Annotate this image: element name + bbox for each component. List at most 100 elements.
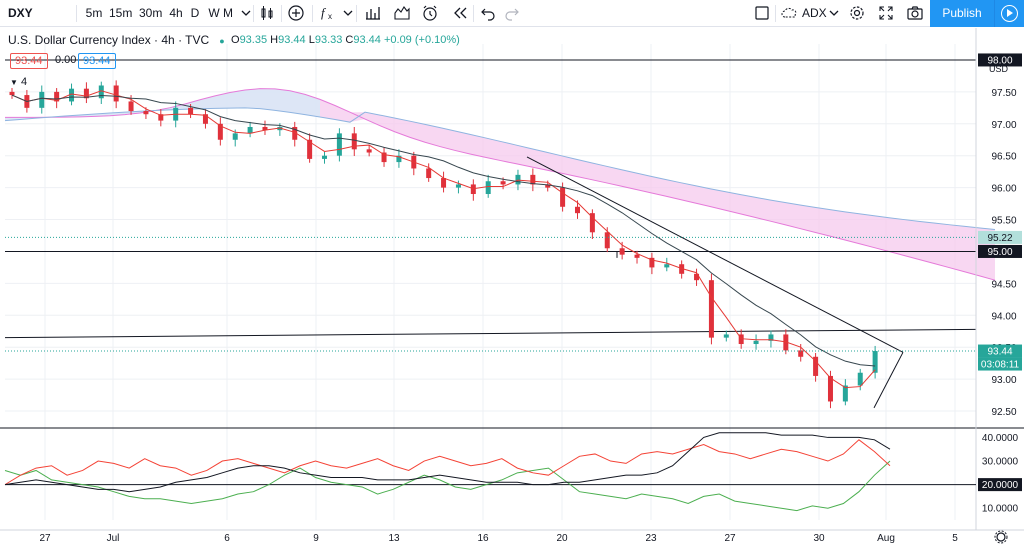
svg-text:f: f xyxy=(321,5,327,20)
indicators-toggle[interactable]: ▼ 4 xyxy=(10,76,27,88)
candle-down xyxy=(262,126,268,131)
time-tick-label: 20 xyxy=(556,533,568,544)
timeframe-d[interactable]: D xyxy=(190,6,200,20)
gear-icon-teeth xyxy=(994,530,1008,544)
timeframe-30m[interactable]: 30m xyxy=(139,6,163,20)
candle-down xyxy=(83,88,89,99)
candle-up xyxy=(247,126,253,134)
timeframe-15m[interactable]: 15m xyxy=(109,6,133,20)
gear-icon xyxy=(996,532,1006,542)
candle-down xyxy=(619,248,625,255)
time-tick-label: 16 xyxy=(477,533,489,544)
chart-title: U.S. Dollar Currency Index · 4h · TVC ● xyxy=(8,33,229,47)
time-tick-label: 30 xyxy=(813,533,825,544)
level-label-9522: 95.22 xyxy=(987,233,1012,244)
price-tick-label: 94.00 xyxy=(991,311,1016,322)
candle-up xyxy=(768,334,774,341)
price-tick-label: 94.50 xyxy=(991,279,1016,290)
candle-down xyxy=(307,139,313,159)
candle-down xyxy=(708,280,714,338)
chevron-down-icon[interactable] xyxy=(234,0,258,27)
chevron-down-icon[interactable] xyxy=(336,0,360,27)
chevron-down-icon[interactable] xyxy=(822,0,846,27)
candle-up xyxy=(664,264,670,268)
financials-bars-icon[interactable] xyxy=(361,0,385,27)
candle-up xyxy=(336,133,342,156)
open-value: 93.35 xyxy=(239,34,268,46)
separator xyxy=(281,5,282,22)
chevron-down-icon: ▼ xyxy=(10,78,18,87)
low-value: 93.33 xyxy=(314,34,343,46)
camera-icon[interactable] xyxy=(903,0,927,27)
price-tick-label: 93.00 xyxy=(991,375,1016,386)
timeframe-w[interactable]: W xyxy=(208,6,220,20)
separator xyxy=(473,5,474,22)
candle-down xyxy=(158,114,164,121)
timeframe-4h[interactable]: 4h xyxy=(169,6,183,20)
play-button[interactable] xyxy=(994,0,1024,27)
trend-line xyxy=(4,328,977,339)
candle-down xyxy=(366,149,372,153)
candle-up xyxy=(723,334,729,338)
symbol-search[interactable]: DXY xyxy=(8,6,33,20)
replay-icon[interactable] xyxy=(448,0,472,27)
buy-price-box[interactable]: 93.44 xyxy=(78,53,116,69)
indicator-count: 4 xyxy=(20,76,28,88)
separator xyxy=(312,5,313,22)
adx-level-label-bg xyxy=(978,478,1022,492)
moving-average-fast xyxy=(11,90,876,389)
timeframe-5m[interactable]: 5m xyxy=(85,6,103,20)
redo-icon[interactable] xyxy=(500,0,524,27)
expand-icon[interactable] xyxy=(874,0,898,27)
candle-up xyxy=(857,372,863,386)
sell-price-box[interactable]: 93.44 xyxy=(10,53,48,69)
separator xyxy=(775,5,776,22)
cloud-span-a-line xyxy=(4,88,996,281)
gear-icon[interactable] xyxy=(845,0,869,27)
candle-down xyxy=(500,181,506,185)
candle-down xyxy=(530,174,536,185)
candles-icon[interactable] xyxy=(255,0,279,27)
time-tick-label: 23 xyxy=(645,533,657,544)
candle-down xyxy=(113,85,119,102)
spread-value: 0.00 xyxy=(55,54,77,66)
price-tick-label: 97.50 xyxy=(991,88,1016,99)
price-tick-label: 97.00 xyxy=(991,120,1016,131)
cloud-icon[interactable] xyxy=(778,0,802,27)
candle-down xyxy=(827,375,833,402)
adx-plus-di-line xyxy=(4,460,891,512)
candle-down xyxy=(217,123,223,140)
candle-up xyxy=(396,155,402,163)
compare-plus-icon[interactable] xyxy=(284,0,308,27)
level-label-98: 98.00 xyxy=(987,55,1012,66)
undo-icon[interactable] xyxy=(476,0,500,27)
ichimoku-cloud-blue xyxy=(5,88,320,121)
candle-down xyxy=(188,107,194,115)
level-label-95-bg xyxy=(978,244,1022,258)
candle-down xyxy=(9,91,15,96)
candle-down xyxy=(143,111,149,115)
fullscreen-square-icon[interactable] xyxy=(750,0,774,27)
candle-up xyxy=(232,133,238,140)
candle-down xyxy=(128,101,134,112)
candle-up xyxy=(753,340,759,345)
indicator-label[interactable]: ADX xyxy=(802,6,827,20)
timeframe-m[interactable]: M xyxy=(223,6,233,20)
last-price-label: 93.44 xyxy=(987,347,1012,358)
trend-line xyxy=(526,156,904,353)
close-label: C xyxy=(345,34,354,46)
price-tick-label: 96.50 xyxy=(991,152,1016,163)
time-tick-label: 5 xyxy=(952,533,958,544)
time-tick-label: 27 xyxy=(724,533,736,544)
alert-clock-icon[interactable] xyxy=(418,0,442,27)
trend-line xyxy=(873,352,904,409)
candle-down xyxy=(574,206,580,214)
templates-icon[interactable] xyxy=(390,0,414,27)
chart-title-text: U.S. Dollar Currency Index · 4h · TVC xyxy=(8,33,210,47)
candle-up xyxy=(872,351,878,373)
publish-button[interactable]: Publish xyxy=(930,0,994,27)
adx-minus-di-line xyxy=(4,439,891,486)
